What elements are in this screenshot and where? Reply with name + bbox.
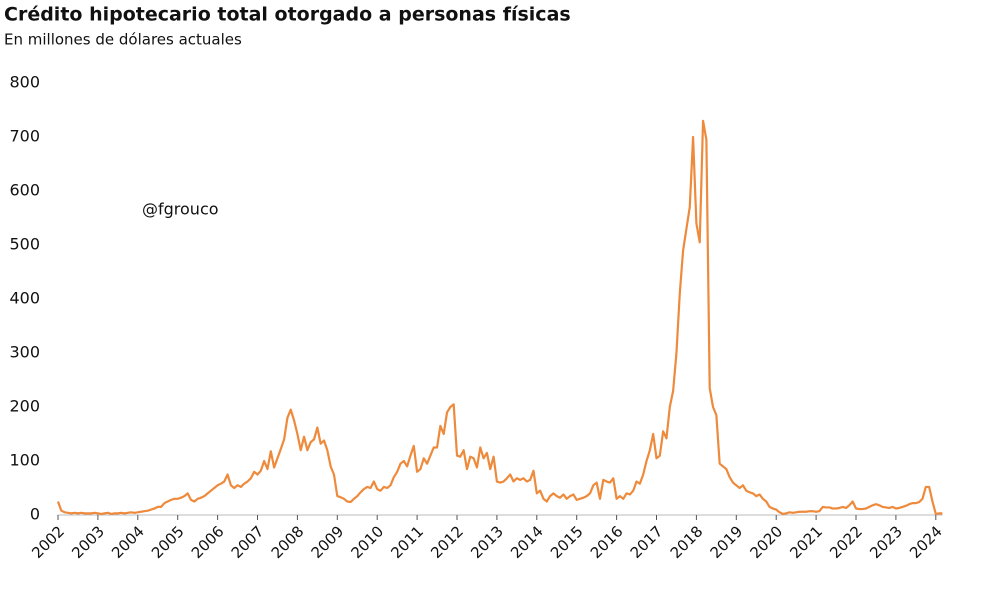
x-tick-label: 2011 — [387, 522, 427, 562]
x-tick-label: 2023 — [866, 522, 906, 562]
y-tick-label: 100 — [9, 451, 40, 470]
x-tick-label: 2016 — [587, 522, 627, 562]
x-tick-label: 2010 — [347, 522, 387, 562]
x-tick-label: 2020 — [746, 522, 786, 562]
x-tick-label: 2012 — [427, 522, 467, 562]
x-tick-label: 2018 — [667, 522, 707, 562]
x-tick-label: 2005 — [148, 522, 188, 562]
x-tick-label: 2015 — [547, 522, 587, 562]
x-tick-label: 2009 — [308, 522, 348, 562]
y-tick-label: 200 — [9, 397, 40, 416]
y-tick-label: 300 — [9, 343, 40, 362]
y-tick-label: 700 — [9, 127, 40, 146]
x-tick-label: 2022 — [826, 522, 866, 562]
data-line — [56, 119, 943, 516]
annotation: @fgrouco — [142, 200, 219, 219]
x-tick-label: 2008 — [268, 522, 308, 562]
x-tick-label: 2021 — [786, 522, 826, 562]
x-tick-label: 2004 — [108, 522, 148, 562]
y-tick-label: 500 — [9, 235, 40, 254]
x-tick-label: 2002 — [28, 522, 68, 562]
x-tick-label: 2019 — [707, 522, 747, 562]
x-tick-label: 2013 — [467, 522, 507, 562]
y-tick-label: 800 — [9, 73, 40, 92]
x-tick-label: 2024 — [906, 522, 946, 562]
x-tick-label: 2006 — [188, 522, 228, 562]
x-tick-label: 2003 — [68, 522, 108, 562]
x-tick-label: 2017 — [627, 522, 667, 562]
x-tick-label: 2007 — [228, 522, 268, 562]
x-tick-label: 2014 — [507, 522, 547, 562]
chart-subtitle: En millones de dólares actuales — [4, 31, 242, 49]
chart-title: Crédito hipotecario total otorgado a per… — [4, 4, 571, 26]
y-tick-label: 400 — [9, 289, 40, 308]
y-tick-label: 600 — [9, 181, 40, 200]
y-tick-label: 0 — [30, 505, 40, 524]
